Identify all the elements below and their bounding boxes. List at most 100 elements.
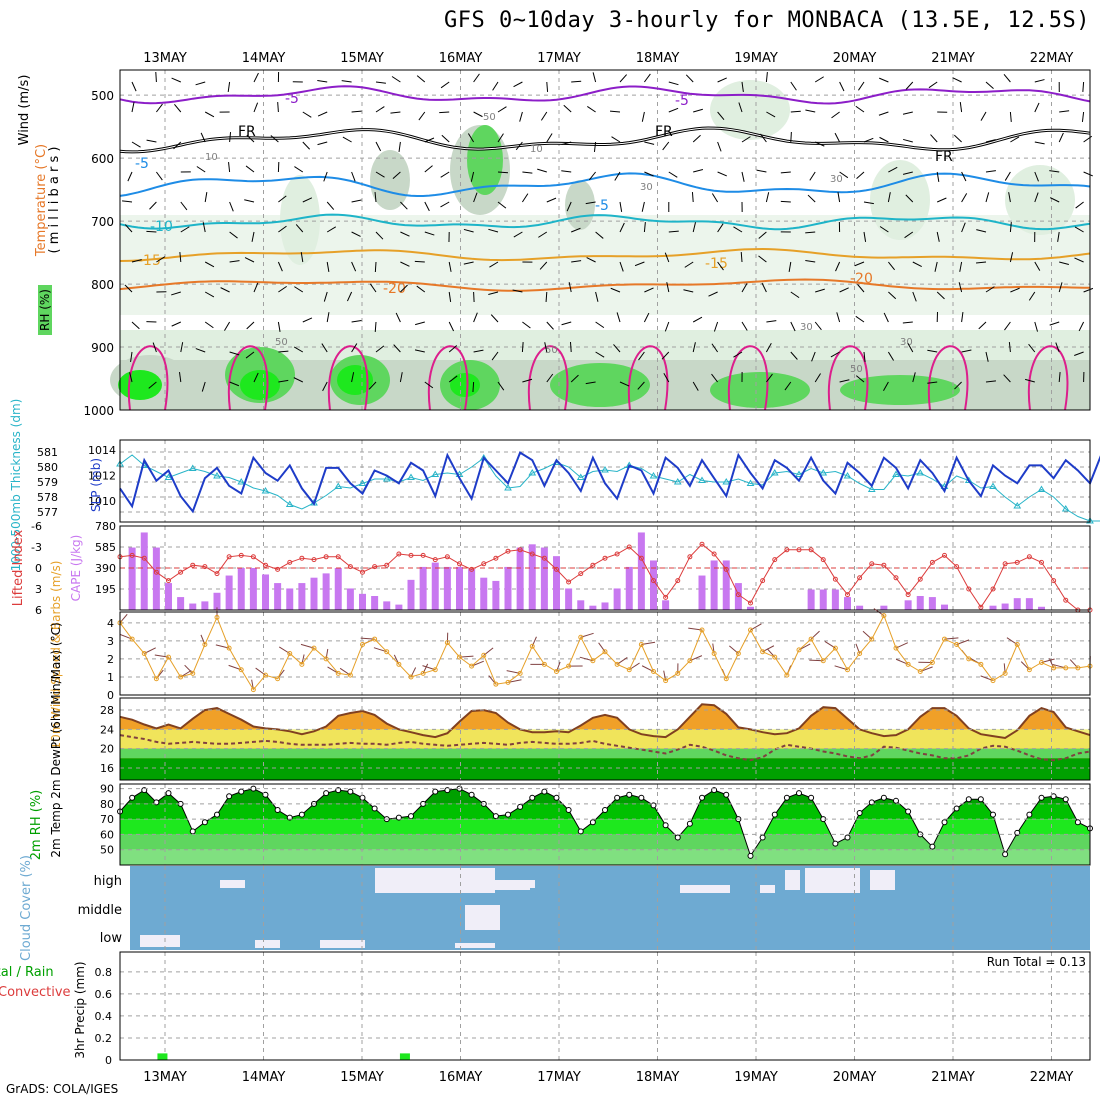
- wind-speed-point: [129, 636, 135, 642]
- wind-barb: [835, 261, 841, 272]
- thickness-point: [407, 473, 415, 480]
- cape-bar: [601, 602, 609, 610]
- precip-panel: 0 0.2 0.4 0.6 0.8 Run Total = 0.13: [95, 952, 1090, 1067]
- wind-barb: [571, 227, 581, 233]
- rh-blob: [550, 363, 650, 407]
- wind-barb: [375, 171, 385, 178]
- wind-barb: [790, 110, 801, 113]
- wind-barb: [834, 132, 841, 143]
- wind-barb: [855, 375, 865, 383]
- date-label-top: 21MAY: [931, 51, 975, 66]
- wind-barb: [879, 226, 889, 233]
- isotherm-label: -5: [285, 91, 299, 107]
- wind-speed-point: [275, 676, 281, 682]
- wind-speed-point: [772, 654, 778, 660]
- wind-barb: [448, 321, 455, 332]
- wind-barb: [1059, 261, 1070, 266]
- slp-line: [119, 451, 1100, 514]
- cape-tick-label: 390: [95, 562, 116, 575]
- rh-point: [990, 811, 996, 818]
- rh-point: [553, 794, 560, 801]
- rh-point: [565, 806, 572, 813]
- wind-barb: [668, 107, 679, 113]
- rh-band-mid: [120, 215, 1090, 315]
- cape-bar: [201, 601, 209, 610]
- cape-bar: [249, 568, 257, 610]
- rh-point: [650, 802, 657, 809]
- rh-contour-label: 30: [800, 322, 813, 333]
- thickness-point: [382, 475, 391, 482]
- wind-barb: [374, 321, 377, 333]
- wind-speed-point: [917, 669, 923, 675]
- wind-barb: [766, 320, 777, 323]
- wind-barb: [1010, 287, 1020, 293]
- precip-total-label: Total / Rain: [0, 965, 54, 980]
- rh-point: [965, 796, 972, 803]
- cape-bar: [662, 600, 670, 610]
- wind-speed-point: [360, 641, 365, 647]
- cloud-patch: [465, 905, 500, 930]
- cloud-axis-label: Cloud Cover (%): [19, 855, 34, 961]
- wind-barb: [400, 231, 410, 237]
- wind-barb: [741, 321, 748, 331]
- slp-tick-label: 1010: [88, 495, 116, 508]
- rh-point: [541, 788, 548, 795]
- cape-bar: [237, 568, 245, 610]
- wind-barb: [668, 81, 679, 86]
- lifted-index-point: [1014, 559, 1020, 565]
- wind-barb: [497, 133, 504, 143]
- wind-barb: [174, 103, 182, 113]
- rh-blob: [118, 370, 162, 400]
- wind-barb: [220, 287, 230, 293]
- wind-barb: [253, 372, 259, 383]
- wind-speed-point: [699, 627, 705, 633]
- wind-axis-label: 10m Wind Speed & Barbs (m/s): [49, 561, 63, 750]
- rh-point: [238, 788, 245, 795]
- wind-barb: [326, 261, 330, 272]
- wind-barb: [613, 344, 621, 353]
- wind-barb: [708, 291, 718, 297]
- wind-barb: [148, 381, 157, 389]
- wind-barb: [467, 133, 475, 143]
- lifted-index-point: [299, 555, 305, 561]
- wind-barb: [784, 381, 792, 391]
- cape-tick-label: 585: [95, 541, 116, 554]
- wind-barb: [277, 261, 283, 272]
- wind-barb: [204, 111, 215, 118]
- wind-barb: [131, 81, 137, 92]
- wind-barb: [448, 375, 458, 383]
- wind-barb: [204, 321, 214, 329]
- wind-barb: [448, 291, 452, 302]
- wind-barb: [839, 287, 849, 293]
- lifted-index-point: [1063, 597, 1069, 603]
- wind-barb: [399, 372, 403, 383]
- rh-blob: [240, 370, 280, 400]
- wind-barb: [587, 105, 596, 113]
- cape-bar: [722, 560, 730, 610]
- cloud-patch: [805, 868, 860, 893]
- wind-barb: [124, 224, 133, 233]
- precip-tick-label: 0.2: [95, 1032, 113, 1045]
- wind-barb: [204, 291, 215, 298]
- thickness-point: [1037, 485, 1046, 492]
- rh-point: [844, 834, 851, 841]
- lifted-index-point: [347, 564, 353, 570]
- precip-convective-label: Convective: [0, 985, 71, 1000]
- lifted-index-point: [978, 604, 984, 610]
- wind-barb: [351, 372, 355, 383]
- wind-barb: [643, 221, 646, 233]
- wind-barb: [129, 372, 133, 383]
- cape-bar: [625, 566, 633, 610]
- wind-barb: [936, 231, 940, 242]
- wind-tick-label: 1: [107, 671, 114, 684]
- wind-barb: [888, 261, 896, 271]
- wind-barb: [936, 171, 940, 182]
- wind-barb: [902, 321, 913, 324]
- isotherm-warm-loop: [327, 345, 369, 411]
- rh-tick-label: 50: [100, 844, 114, 857]
- wind-barb: [448, 261, 452, 272]
- rh-blob: [870, 160, 930, 240]
- wind-barb: [693, 169, 704, 173]
- wind-barb: [351, 343, 358, 353]
- lifted-index-point: [663, 594, 669, 600]
